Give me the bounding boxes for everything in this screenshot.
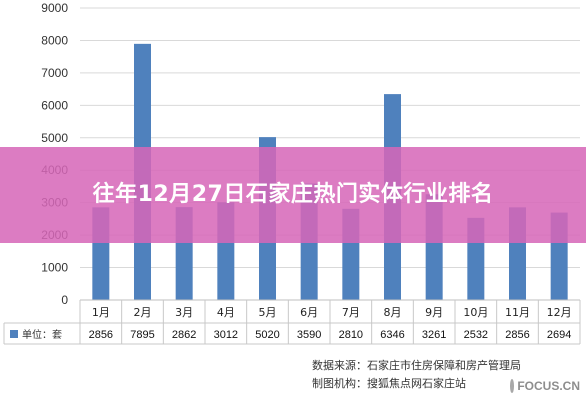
- page-title: 往年12月27日石家庄热门实体行业排名: [92, 182, 494, 207]
- data-table-value: 3012: [214, 329, 238, 341]
- x-category-label: 1月: [92, 306, 110, 319]
- x-category-label: 12月: [547, 306, 572, 319]
- y-tick-label: 1000: [41, 261, 68, 275]
- y-tick-label: 6000: [41, 98, 68, 112]
- data-table-value: 2856: [505, 329, 529, 341]
- x-category-label: 5月: [259, 306, 277, 319]
- legend-label: 单位：套: [22, 328, 62, 341]
- x-category-label: 3月: [175, 306, 193, 319]
- x-category-label: 2月: [134, 306, 152, 319]
- data-table-value: 2694: [547, 329, 571, 341]
- data-table-value: 2532: [464, 329, 488, 341]
- data-table-value: 5020: [255, 329, 279, 341]
- legend-swatch: [10, 330, 18, 338]
- x-category-label: 7月: [342, 306, 360, 319]
- focus-logo-icon: [510, 379, 515, 393]
- watermark-text: FOCUS.CN: [517, 379, 580, 393]
- y-tick-label: 0: [61, 293, 68, 307]
- y-tick-label: 9000: [41, 1, 68, 15]
- data-table-value: 3590: [297, 329, 321, 341]
- x-category-label: 4月: [217, 306, 235, 319]
- data-source-note: 数据来源：石家庄市住房保障和房产管理局: [312, 359, 521, 372]
- y-tick-label: 7000: [41, 66, 68, 80]
- y-tick-label: 5000: [41, 131, 68, 145]
- x-category-label: 10月: [463, 306, 488, 319]
- data-table-value: 6346: [380, 329, 404, 341]
- x-category-label: 9月: [425, 306, 443, 319]
- data-table-value: 2856: [89, 329, 113, 341]
- x-category-label: 8月: [384, 306, 402, 319]
- y-tick-label: 8000: [41, 33, 68, 47]
- x-category-label: 11月: [505, 306, 530, 319]
- data-table-value: 2810: [339, 329, 363, 341]
- data-table-value: 2862: [172, 329, 196, 341]
- watermark: FOCUS.CN: [510, 376, 580, 396]
- title-banner: 往年12月27日石家庄热门实体行业排名: [0, 147, 586, 243]
- data-table-value: 7895: [130, 329, 154, 341]
- producer-note: 制图机构：搜狐焦点网石家庄站: [312, 377, 466, 390]
- x-category-label: 6月: [300, 306, 318, 319]
- data-table-value: 3261: [422, 329, 446, 341]
